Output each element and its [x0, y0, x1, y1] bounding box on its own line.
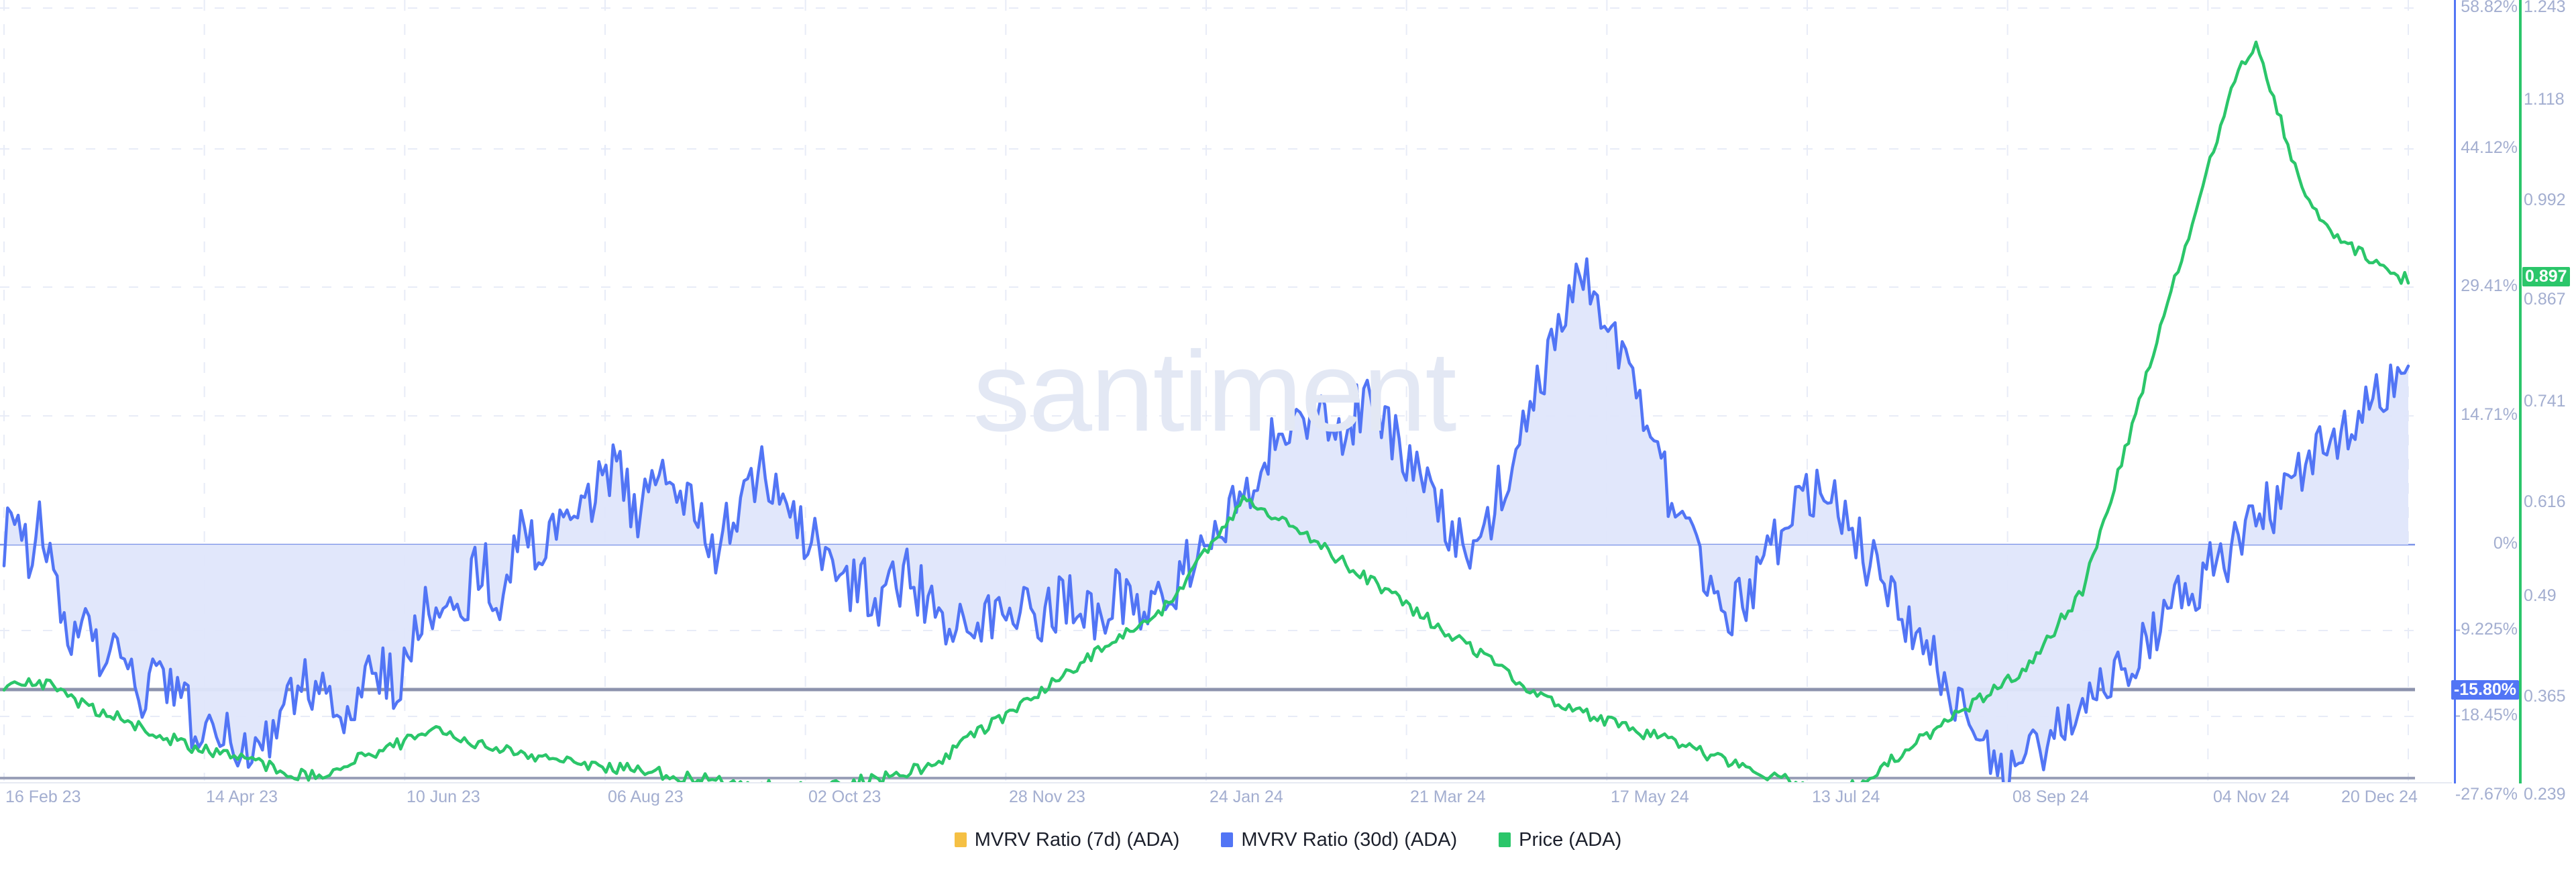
price-tick-0: 1.243: [2524, 0, 2566, 16]
price-tick-1: 1.118: [2524, 90, 2565, 109]
legend-label-1: MVRV Ratio (30d) (ADA): [1241, 828, 1458, 851]
legend-swatch-icon-0: [954, 832, 967, 847]
x-tick-label-4: 02 Oct 23: [808, 787, 881, 806]
price-tick-5: 0.741: [2524, 392, 2566, 411]
percent-axis[interactable]: 58.82% 44.12% 29.41% 14.71% 0% -9.225% -15.80%…: [2451, 0, 2519, 803]
chart-legend[interactable]: MVRV Ratio (7d) (ADA) MVRV Ratio (30d) (A…: [0, 824, 2576, 856]
price-tick-6: 0.616: [2524, 492, 2566, 511]
x-tick-label-2: 10 Jun 23: [407, 787, 480, 806]
pct-tick-7: -18.45%: [2455, 706, 2518, 724]
x-tick-label-1: 14 Apr 23: [206, 787, 278, 806]
x-tick-label-11: 04 Nov 24: [2213, 787, 2290, 806]
plot-svg: [0, 0, 2415, 783]
legend-swatch-icon-2: [1499, 832, 1511, 847]
x-tick-label-5: 28 Nov 23: [1009, 787, 1085, 806]
legend-label-2: Price (ADA): [1519, 828, 1622, 851]
x-tick-label-3: 06 Aug 23: [608, 787, 684, 806]
series-lines: [2, 40, 2410, 783]
legend-swatch-icon-1: [1221, 832, 1234, 847]
price-tick-8: 0.365: [2524, 687, 2566, 706]
pct-tick-3: 14.71%: [2461, 405, 2518, 424]
price-tick-4: 0.867: [2524, 290, 2566, 309]
pct-tick-1: 44.12%: [2461, 138, 2518, 157]
legend-item-0[interactable]: MVRV Ratio (7d) (ADA): [954, 828, 1180, 851]
right-axis-line: [2519, 0, 2522, 783]
mvrv-30d-area-fill: [4, 258, 2408, 783]
pct-tick-2: 29.41%: [2461, 276, 2518, 295]
price-tick-3: 0.897: [2522, 267, 2570, 286]
price-tick-9: 0.239: [2524, 785, 2566, 804]
x-axis[interactable]: 16 Feb 23 14 Apr 23 10 Jun 23 06 Aug 23 02 O…: [0, 783, 2576, 817]
pct-tick-4: 0%: [2493, 534, 2518, 553]
left-axis-line: [2454, 0, 2456, 783]
x-tick-label-10: 08 Sep 24: [2012, 787, 2089, 806]
pct-tick-5: -9.225%: [2455, 620, 2518, 639]
x-tick-label-8: 17 May 24: [1611, 787, 1689, 806]
x-tick-label-12: 20 Dec 24: [2341, 787, 2418, 806]
x-tick-label-0: 16 Feb 23: [5, 787, 81, 806]
price-line[interactable]: [2, 40, 2410, 783]
legend-item-2[interactable]: Price (ADA): [1499, 830, 1621, 850]
x-tick-label-9: 13 Jul 24: [1812, 787, 1880, 806]
pct-tick-8: -27.67%: [2455, 785, 2518, 804]
pct-tick-0: 58.82%: [2461, 0, 2518, 16]
legend-label-0: MVRV Ratio (7d) (ADA): [974, 828, 1180, 851]
x-tick-label-6: 24 Jan 24: [1210, 787, 1283, 806]
plot-area[interactable]: [0, 0, 2428, 783]
mvrv-30d-line[interactable]: [2, 257, 2410, 783]
x-tick-label-7: 21 Mar 24: [1410, 787, 1486, 806]
price-axis[interactable]: 1.243 1.118 0.992 0.897 0.867 0.741 0.616 0.49 0…: [2522, 0, 2576, 803]
price-tick-2: 0.992: [2524, 190, 2566, 209]
x-axis-line: [0, 782, 2452, 783]
mvrv-30d-area: [4, 258, 2408, 783]
legend-item-1[interactable]: MVRV Ratio (30d) (ADA): [1221, 830, 1457, 850]
pct-tick-6: -15.80%: [2451, 680, 2519, 700]
price-tick-7: 0.49: [2524, 586, 2557, 605]
